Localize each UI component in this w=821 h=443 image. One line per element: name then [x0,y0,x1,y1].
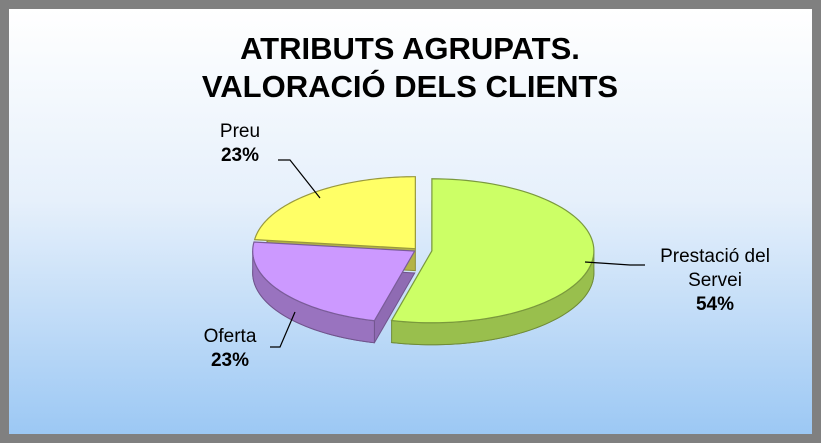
value-label: 23% [220,145,260,166]
pie [252,176,595,346]
chart-title: ATRIBUTS AGRUPATS. VALORACIÓ DELS CLIENT… [201,31,619,104]
pie-slice [252,241,416,322]
pie-slice [390,178,595,324]
pie-slice [253,176,416,250]
leader-line [278,159,321,199]
leader-lines [270,159,645,348]
slice-label: Preu 23% [195,120,285,168]
slice-label: Oferta 23% [185,325,275,373]
leader-line [270,311,296,348]
value-label: 23% [210,350,250,371]
slice-label: Prestació del Servei 54% [640,245,790,317]
category-label: Preu [219,121,261,142]
value-label: 54% [695,294,735,315]
leader-line [584,261,645,266]
category-label: Oferta [203,326,257,347]
category-label: Prestació del Servei [660,246,770,291]
